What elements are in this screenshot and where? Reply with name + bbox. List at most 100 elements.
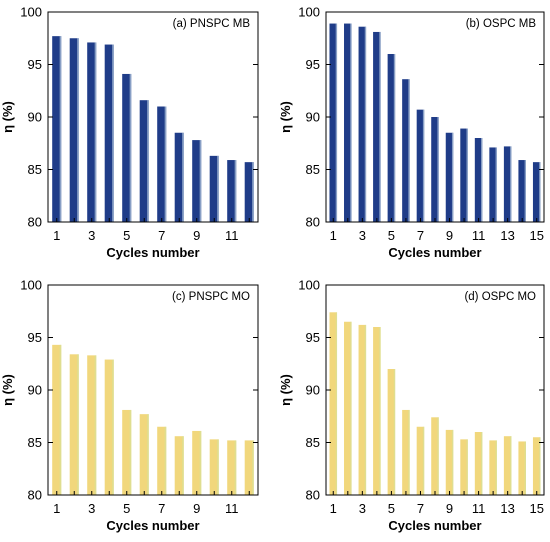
y-tick-label: 80 (306, 488, 320, 503)
bar (489, 147, 497, 222)
y-tick-label: 100 (298, 5, 320, 20)
bar-highlight (112, 359, 114, 495)
bar-highlight (147, 100, 149, 222)
y-tick-label: 100 (20, 278, 42, 293)
bar (358, 26, 367, 223)
bar-highlight (466, 128, 468, 222)
bar-highlight (393, 369, 396, 495)
bar-highlight (129, 73, 132, 222)
bar-highlight (217, 155, 219, 222)
bar (87, 42, 97, 223)
bar (460, 128, 468, 222)
bar-highlight (422, 109, 425, 222)
x-tick-label: 11 (225, 501, 239, 516)
x-tick-label: 1 (330, 501, 337, 516)
x-tick-label: 15 (529, 228, 543, 243)
bar-highlight (252, 440, 254, 495)
bar (518, 441, 526, 495)
y-tick-label: 95 (28, 57, 42, 72)
x-tick-label: 13 (500, 501, 514, 516)
bar-highlight (510, 146, 512, 222)
bar (373, 31, 381, 223)
bar-highlight (94, 355, 97, 495)
bar (329, 23, 338, 222)
bar-highlight (364, 26, 367, 223)
bar-highlight (481, 138, 483, 222)
y-tick-label: 95 (28, 330, 42, 345)
x-tick-label: 3 (88, 501, 95, 516)
x-tick-label: 9 (193, 228, 200, 243)
bar (358, 324, 367, 495)
bar (104, 359, 114, 495)
bar (489, 440, 497, 495)
x-tick-label: 11 (472, 501, 486, 516)
bar (387, 369, 396, 495)
bar (445, 429, 454, 495)
bar (69, 38, 79, 222)
y-axis-title: η (%) (0, 374, 15, 406)
bar (174, 132, 184, 222)
y-tick-label: 95 (306, 330, 320, 345)
x-tick-label: 3 (359, 501, 366, 516)
bar-highlight (77, 38, 79, 222)
bar (209, 155, 219, 222)
bar-highlight (234, 440, 237, 495)
bar-highlight (524, 441, 526, 495)
y-tick-label: 80 (28, 488, 42, 503)
bar (244, 440, 254, 495)
bar (52, 36, 62, 223)
bar (52, 344, 62, 495)
bar-highlight (94, 42, 97, 223)
bar (104, 44, 114, 222)
x-tick-label: 11 (472, 228, 486, 243)
bar (431, 417, 439, 495)
bar-highlight (379, 327, 381, 495)
bar-highlight (147, 414, 149, 495)
bar (532, 162, 541, 222)
y-tick-label: 85 (28, 162, 42, 177)
bar (416, 109, 425, 222)
bar-highlight (350, 321, 352, 495)
x-tick-label: 5 (123, 228, 130, 243)
bar-highlight (510, 436, 512, 495)
bar-highlight (364, 324, 367, 495)
bar-highlight (129, 409, 132, 495)
bar (460, 439, 468, 495)
bar (157, 106, 167, 222)
bar (192, 430, 202, 495)
bar-highlight (393, 54, 396, 222)
bar (474, 432, 483, 495)
y-axis-title: η (%) (0, 101, 15, 133)
panel-title: (b) OSPC MB (466, 18, 537, 30)
bar-highlight (182, 436, 184, 495)
bar-highlight (112, 44, 114, 222)
bar-highlight (539, 437, 541, 495)
bar-highlight (495, 440, 497, 495)
x-tick-label: 1 (330, 228, 337, 243)
bar-highlight (408, 409, 410, 495)
plot-area (48, 285, 258, 495)
bar (503, 436, 512, 495)
bar (532, 437, 541, 495)
bar (431, 117, 439, 222)
bar (329, 312, 338, 495)
bar (503, 146, 512, 222)
y-tick-label: 85 (28, 435, 42, 450)
bar-highlight (59, 344, 62, 495)
panel-title: (d) OSPC MO (464, 291, 536, 303)
x-tick-label: 7 (158, 228, 165, 243)
bar (192, 140, 202, 222)
x-tick-label: 9 (193, 501, 200, 516)
y-tick-label: 100 (298, 278, 320, 293)
y-tick-label: 85 (306, 435, 320, 450)
bar (445, 132, 454, 222)
bar (122, 73, 132, 222)
bar-highlight (199, 430, 202, 495)
x-axis-title: Cycles number (388, 518, 481, 533)
y-tick-label: 100 (20, 5, 42, 20)
bar-highlight (350, 23, 352, 222)
x-tick-label: 11 (225, 228, 239, 243)
bar (122, 409, 132, 495)
